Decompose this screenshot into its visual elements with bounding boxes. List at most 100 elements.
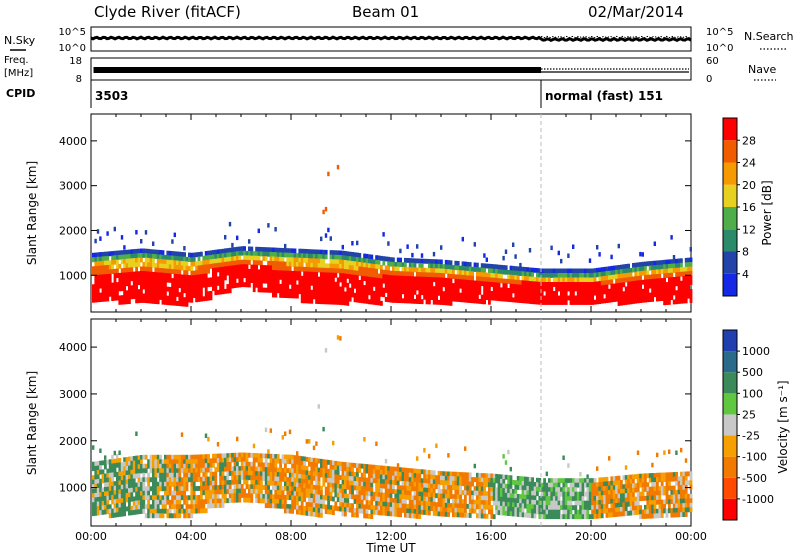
scatter-cell [420,267,424,273]
scatter-cell [197,454,201,460]
scatter-cell [94,492,98,498]
scatter-cell [454,512,458,518]
scatter-cell [370,286,374,291]
scatter-cell [689,289,693,294]
scatter-cell [356,463,359,469]
scatter-cell [168,481,172,487]
scatter-cell [168,499,172,505]
scatter-cell [303,280,306,286]
scatter-cell [284,284,287,289]
scatter-cell [159,272,162,278]
scatter-cell [312,445,316,451]
scatter-cell [252,251,256,257]
scatter-cell [495,500,498,506]
scatter-cell [572,491,575,497]
scatter-cell [101,500,105,506]
scatter-cell [221,502,225,508]
scatter-cell [504,501,508,507]
scatter-cell [464,284,467,289]
scatter-cell [111,296,114,301]
scatter-cell [384,465,388,471]
scatter-cell [406,481,410,487]
scatter-cell [519,289,522,294]
scatter-cell [406,490,410,496]
scatter-cell [214,249,218,255]
scatter-cell [660,264,664,270]
scatter-cell [644,509,647,515]
scatter-cell [106,477,110,483]
scatter-cell [646,283,650,289]
scatter-cell [591,478,594,484]
scatter-cell [627,501,630,507]
scatter-cell [106,265,110,270]
scatter-cell [310,298,314,304]
scatter-cell [519,507,522,513]
scatter-cell [629,501,633,507]
scatter-cell [231,479,234,485]
scatter-cell [473,280,477,286]
scatter-cell [279,274,282,280]
scatter-cell [279,283,282,289]
scatter-cell [360,289,364,295]
scatter-cell [252,264,256,270]
scatter-cell [178,292,182,298]
scatter-cell [636,450,640,455]
scatter-cell [92,293,95,299]
scatter-cell [99,478,102,484]
scatter-cell [166,250,170,256]
scatter-cell [291,486,294,492]
scatter-cell [687,289,690,295]
scatter-cell [308,488,311,494]
scatter-cell [228,265,232,271]
scatter-cell [416,504,419,510]
scatter-cell [644,284,647,289]
scatter-cell [437,497,441,503]
scatter-cell [267,269,270,275]
scatter-cell [672,472,676,477]
scatter-cell [276,252,280,258]
scatter-cell [308,497,311,503]
scatter-cell [125,488,129,494]
scatter-cell [596,272,599,278]
scatter-cell [545,496,549,502]
scatter-cell [192,472,196,478]
beam-title: Beam 01 [352,3,419,21]
scatter-cell [507,288,510,293]
scatter-cell [545,291,549,296]
scatter-cell [317,267,321,273]
scatter-cell [360,298,364,304]
scatter-cell [300,293,304,299]
scatter-cell [538,281,542,287]
scatter-cell [272,485,275,491]
scatter-cell [423,505,426,511]
scatter-cell [329,478,333,484]
scatter-cell [384,510,388,516]
scatter-cell [344,498,347,503]
scatter-cell [281,435,284,440]
scatter-cell [188,468,191,474]
scatter-cell [524,280,527,286]
scatter-cell [344,471,347,476]
scatter-cell [476,504,479,510]
scatter-cell [125,475,129,480]
scatter-cell [682,285,686,290]
scatter-cell [135,491,138,497]
scatter-cell [176,301,179,306]
scatter-cell [197,486,201,491]
scatter-cell [459,472,462,477]
scatter-cell [180,468,184,474]
scatter-cell [447,512,450,517]
scatter-cell [564,300,568,305]
scatter-cell [634,285,638,291]
scatter-cell [389,270,393,276]
scatter-cell [627,479,630,485]
scatter-cell [351,256,354,262]
scatter-cell [164,281,167,287]
scatter-cell [440,277,443,283]
scatter-cell [197,495,201,500]
scatter-cell [476,495,479,501]
scatter-cell [456,480,460,486]
scatter-cell [519,503,522,509]
scatter-cell [171,454,174,460]
scatter-cell [231,488,234,494]
